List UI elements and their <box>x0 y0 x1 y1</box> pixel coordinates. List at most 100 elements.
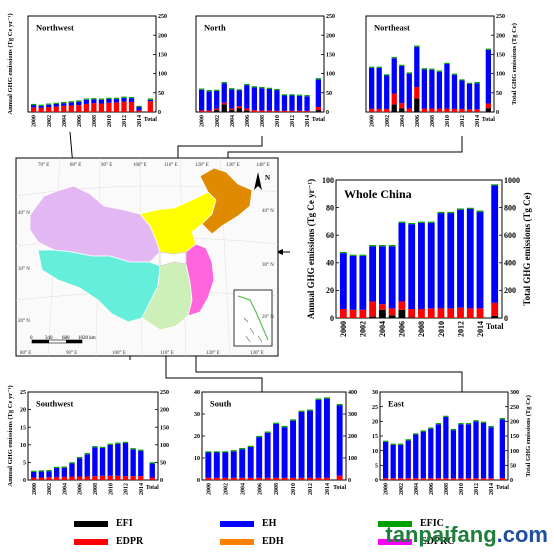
right-tick-label-southwest-0: 0 <box>160 478 163 484</box>
bar-whole-china-2004-efi <box>378 309 386 318</box>
x-tick-label-southwest-2000: 2000 <box>32 483 38 495</box>
bar-south-2004-eh <box>239 449 246 478</box>
bar-northwest-2013-edpr <box>128 102 135 112</box>
inset-coastline <box>237 295 269 341</box>
bar-cap-north-2014 <box>304 95 310 97</box>
total-bar-northwest-eh <box>147 99 153 102</box>
bar-cap-south-2002 <box>222 451 229 453</box>
china-region-map: N 0 340 680 1020 km 70° E 80° E 90° E 100° … <box>15 157 279 357</box>
map-lat-left-0: 40° N <box>18 211 30 216</box>
right-tick-label-east-0: 0 <box>510 478 513 484</box>
map-lat-left-2: 20° N <box>18 319 30 324</box>
bar-cap-northwest-2002 <box>46 103 52 105</box>
bar-northeast-2012-eh <box>459 80 465 109</box>
bar-northeast-2003-edpr <box>391 93 397 105</box>
bar-cap-south-2012 <box>307 409 313 411</box>
region-northeast <box>199 167 253 235</box>
scale-tick-2: 680 <box>62 336 70 341</box>
map-coordinate-labels: 70° E 80° E 90° E 100° E 110° E 120° E 130° E 1… <box>18 163 274 356</box>
chart-northwest: 0 50 100 150 200 250 2000 2002 2004 2006 2008 2010 2… <box>7 13 167 127</box>
bar-northeast-2005-eh <box>406 73 412 109</box>
region-east <box>185 243 215 317</box>
bar-cap-northeast-2013 <box>466 82 473 84</box>
bar-cap-southwest-2011 <box>115 442 121 444</box>
left-tick-label-southwest-5: 25 <box>20 390 26 396</box>
bar-cap-east-2009 <box>450 428 457 431</box>
bar-north-2005-efi <box>236 108 242 112</box>
bar-south-2007-eh <box>264 432 271 478</box>
right-tick-label-east-1: 50 <box>510 463 516 469</box>
bar-cap-whole-china-2000 <box>339 251 347 254</box>
bar-cap-east-2004 <box>413 433 419 435</box>
bar-northeast-2013-eh <box>466 83 473 110</box>
left-tick-label-south-2: 20 <box>194 434 200 440</box>
left-tick-label-south-1: 10 <box>194 456 200 462</box>
bar-southwest-2003-edpr <box>54 477 60 480</box>
bar-southwest-2006-eh <box>76 458 83 477</box>
x-tick-label-north-total: Total <box>312 117 325 123</box>
bar-northeast-2011-edpr <box>451 108 458 112</box>
bar-northeast-2011-eh <box>451 74 458 109</box>
total-bar-north-edpr <box>315 107 321 111</box>
total-bar-northeast-edpr <box>485 103 491 109</box>
right-tick-label-northwest-2: 100 <box>158 72 167 78</box>
bar-northeast-2007-edpr <box>421 108 427 112</box>
bar-cap-whole-china-2010 <box>437 211 445 214</box>
bar-cap-southwest-2001 <box>38 470 45 472</box>
total-bar-whole-china-eh <box>491 185 499 303</box>
map-lat-right-2: 20° N <box>262 315 274 320</box>
left-tick-label-east-1: 5 <box>375 463 378 469</box>
left-tick-label-east-6: 30 <box>372 390 378 396</box>
bar-cap-northeast-2002 <box>384 74 390 76</box>
legend-edprc: EDPRC <box>378 536 454 547</box>
bar-cap-north-2004 <box>229 88 235 90</box>
chart-title-southwest: Southwest <box>36 399 73 409</box>
south-china-sea-inset <box>233 289 273 347</box>
x-tick-label-northwest-2012: 2012 <box>122 115 128 127</box>
legend-swatch-eh <box>220 520 254 527</box>
bar-northeast-2008-eh <box>429 69 435 109</box>
bar-northwest-2011-eh <box>113 98 120 103</box>
x-tick-label-north-2012: 2012 <box>290 115 296 127</box>
bar-northeast-2000-eh <box>369 67 375 109</box>
left-tick-label-whole-china-5: 100 <box>322 176 334 185</box>
x-tick-label-north-2010: 2010 <box>275 115 281 127</box>
bar-cap-southwest-2013 <box>130 448 136 450</box>
region-north <box>139 191 217 255</box>
bar-cap-northeast-2012 <box>459 79 465 81</box>
legend-label-efi: EFI <box>116 518 133 529</box>
x-tick-label-northeast-2014: 2014 <box>475 115 481 127</box>
x-tick-label-southwest-2010: 2010 <box>108 483 114 495</box>
bar-whole-china-2005-edpr <box>388 308 396 316</box>
bar-whole-china-2008-eh <box>418 222 425 310</box>
bar-cap-southwest-2002 <box>46 470 52 472</box>
bar-south-2014-edpr <box>323 477 330 480</box>
chart-title-whole-china: Whole China <box>344 187 412 201</box>
map-lat-left-1: 30° N <box>18 267 30 272</box>
bar-northeast-2006-edpr <box>414 87 420 99</box>
x-tick-label-northwest-2002: 2002 <box>47 115 53 127</box>
right-tick-label-northwest-0: 0 <box>158 110 161 116</box>
bar-cap-whole-china-2008 <box>418 221 425 223</box>
scale-tick-0: 0 <box>30 336 33 341</box>
bar-north-2013-eh <box>296 95 303 111</box>
bar-northwest-2006-eh <box>76 101 82 106</box>
bar-east-2006-edpr <box>428 478 434 480</box>
bar-cap-southwest-2008 <box>92 446 98 448</box>
bar-whole-china-2014-eh <box>476 211 484 309</box>
y-axis-right-label-northeast: Total GHG emissions (Tg Ce) <box>511 23 518 105</box>
bar-east-2013-eh <box>480 422 487 479</box>
bar-north-2002-edpr <box>214 108 220 111</box>
bar-north-2004-eh <box>229 89 235 109</box>
bar-southwest-2012-edpr <box>122 476 129 480</box>
total-bar-whole-china-edpr <box>491 302 499 316</box>
bar-east-2011-edpr <box>465 478 472 480</box>
bar-southwest-2005-eh <box>69 463 75 477</box>
legend-edpr: EDPR <box>74 536 143 547</box>
total-bar-southwest-edpr <box>149 477 155 480</box>
bar-north-2002-efi <box>214 110 220 112</box>
map-lon-bottom-3: 110° E <box>160 351 174 356</box>
x-tick-label-northwest-2006: 2006 <box>77 115 83 127</box>
